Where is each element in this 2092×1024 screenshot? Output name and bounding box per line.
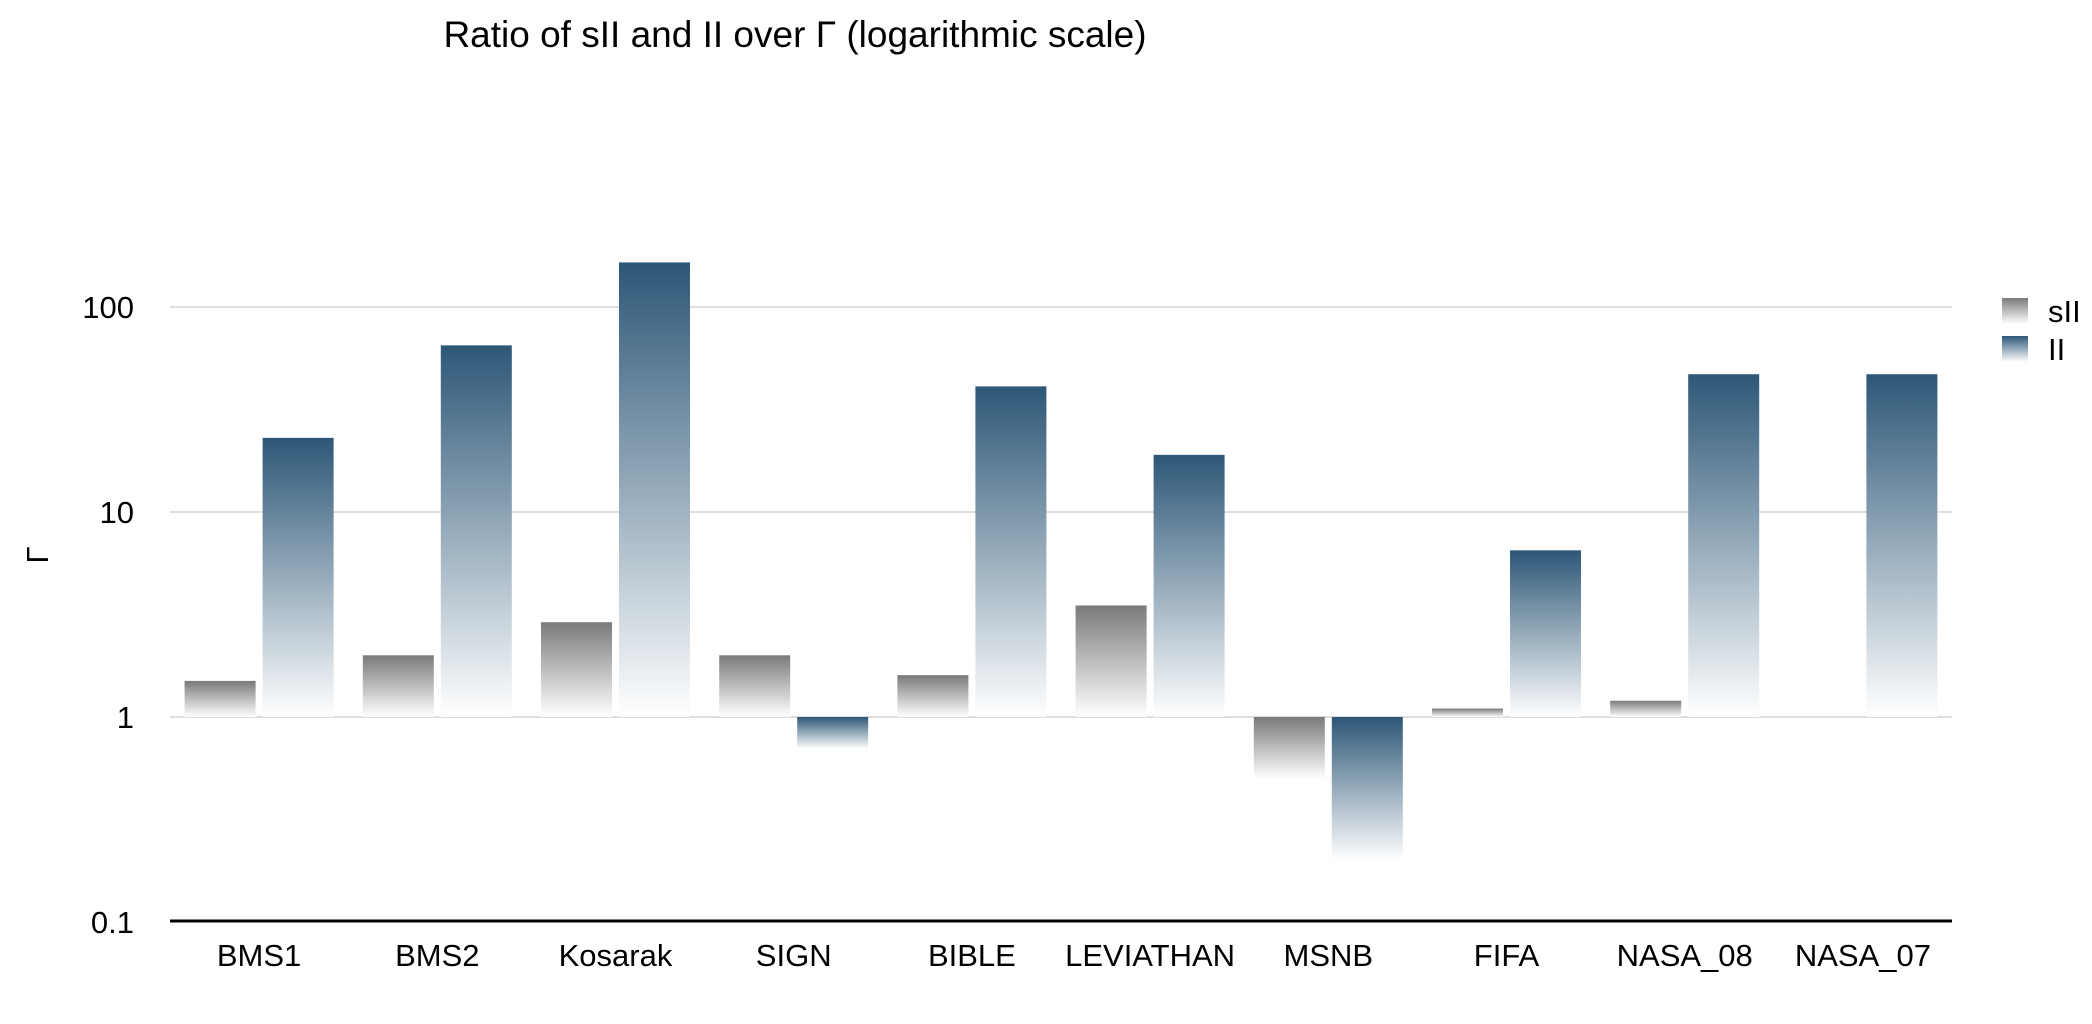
x-tick-label: MSNB xyxy=(1284,938,1374,973)
bar-sII-LEVIATHAN xyxy=(1075,605,1147,717)
bar-sII-BIBLE xyxy=(897,675,969,717)
bar-II-BMS2 xyxy=(440,345,512,717)
bar-II-FIFA xyxy=(1510,550,1581,717)
bars xyxy=(184,262,1938,861)
x-tick-label: NASA_07 xyxy=(1795,938,1931,973)
y-tick-label: 1 xyxy=(117,700,134,735)
x-tick-label: Kosarak xyxy=(559,938,673,973)
x-tick-label: FIFA xyxy=(1474,938,1540,973)
y-tick-label: 100 xyxy=(82,290,134,325)
bar-sII-FIFA xyxy=(1432,708,1503,717)
bar-sII-SIGN xyxy=(719,655,791,717)
bar-sII-BMS1 xyxy=(184,680,256,717)
y-axis-label: Γ xyxy=(20,546,55,563)
bar-II-NASA_07 xyxy=(1866,374,1938,717)
gridlines xyxy=(170,306,1952,718)
bar-sII-Kosarak xyxy=(541,622,612,717)
bar-sII-MSNB xyxy=(1253,717,1325,779)
x-tick-label: LEVIATHAN xyxy=(1065,938,1235,973)
x-tick-label: SIGN xyxy=(756,938,832,973)
legend-label-II: II xyxy=(2048,332,2065,367)
x-tick-labels: BMS1 BMS2 Kosarak SIGN BIBLE LEVIATHAN MSNB FIF… xyxy=(217,938,1931,973)
legend-swatch-II xyxy=(2002,336,2028,362)
bar-II-SIGN xyxy=(797,717,869,749)
bar-II-MSNB xyxy=(1331,717,1403,861)
bar-II-LEVIATHAN xyxy=(1153,454,1225,717)
bar-II-BMS1 xyxy=(262,437,334,717)
bar-sII-NASA_08 xyxy=(1610,700,1682,717)
x-tick-label: BIBLE xyxy=(928,938,1016,973)
legend-label-sII: sII xyxy=(2048,294,2081,329)
bar-II-Kosarak xyxy=(619,262,690,717)
x-tick-label: BMS2 xyxy=(395,938,479,973)
y-tick-labels: 0.1 1 10 100 xyxy=(82,290,134,940)
x-tick-label: BMS1 xyxy=(217,938,301,973)
y-tick-label: 0.1 xyxy=(91,905,134,940)
legend-swatch-sII xyxy=(2002,298,2028,324)
bar-sII-BMS2 xyxy=(362,655,434,717)
bar-II-NASA_08 xyxy=(1688,374,1760,717)
chart-title: Ratio of sII and II over Γ (logarithmic … xyxy=(443,14,1147,55)
x-tick-label: NASA_08 xyxy=(1617,938,1753,973)
y-tick-label: 10 xyxy=(100,495,134,530)
bar-II-BIBLE xyxy=(975,386,1047,717)
